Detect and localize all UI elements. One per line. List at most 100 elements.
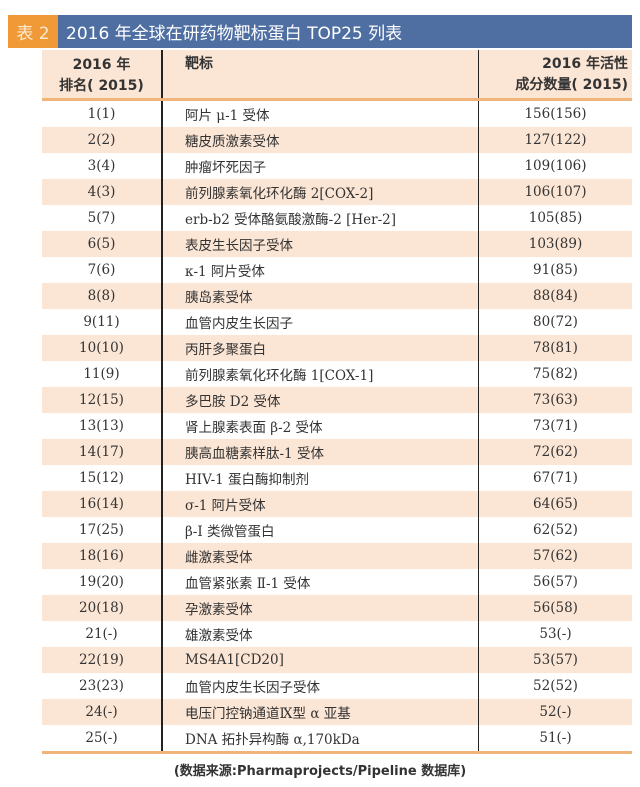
count-cell: 103(89) bbox=[528, 236, 583, 252]
table-row: 15(12) HIV-1 蛋白酶抑制剂 67(71) bbox=[42, 465, 632, 491]
table-row: 22(19) MS4A1[CD20] 53(57) bbox=[42, 647, 632, 673]
count-cell: 57(62) bbox=[533, 548, 578, 564]
count-cell: 53(-) bbox=[539, 626, 572, 642]
table-row: 17(25) β-I 类微管蛋白 62(52) bbox=[42, 517, 632, 543]
ranking-table: 2016 年排名( 2015) 靶标 2016 年活性 成分数量( 2015) 1… bbox=[42, 50, 632, 754]
rank-cell: 6(5) bbox=[42, 231, 163, 257]
rank-cell: 13(13) bbox=[42, 413, 163, 439]
count-cell: 73(71) bbox=[533, 418, 578, 434]
count-cell: 127(122) bbox=[524, 132, 587, 148]
table-row: 11(9) 前列腺素氧化环化酶 1[COX-1] 75(82) bbox=[42, 361, 632, 387]
count-cell: 52(-) bbox=[539, 704, 572, 720]
table-row: 4(3) 前列腺素氧化环化酶 2[COX-2] 106(107) bbox=[42, 179, 632, 205]
table-bottom-rule bbox=[42, 751, 632, 754]
table-row: 23(23) 血管内皮生长因子受体 52(52) bbox=[42, 673, 632, 699]
table-row: 3(4) 肿瘤坏死因子 109(106) bbox=[42, 153, 632, 179]
target-cell: 血管紧张素 Ⅱ-1 受体 bbox=[163, 569, 479, 595]
table-title: 2016 年全球在研药物靶标蛋白 TOP25 列表 bbox=[58, 15, 632, 48]
table-row: 13(13) 肾上腺素表面 β-2 受体 73(71) bbox=[42, 413, 632, 439]
header-count: 2016 年活性 成分数量( 2015) bbox=[479, 50, 632, 98]
target-cell: 肿瘤坏死因子 bbox=[163, 153, 479, 179]
target-cell: 孕激素受体 bbox=[163, 595, 479, 621]
count-cell: 52(52) bbox=[533, 678, 578, 694]
table-row: 5(7) erb-b2 受体酪氨酸激酶-2 [Her-2] 105(85) bbox=[42, 205, 632, 231]
target-cell: DNA 拓扑异构酶 α,170kDa bbox=[163, 725, 479, 751]
rank-cell: 15(12) bbox=[42, 465, 163, 491]
count-cell: 51(-) bbox=[539, 730, 572, 746]
rank-cell: 4(3) bbox=[42, 179, 163, 205]
table-row: 24(-) 电压门控钠通道Ⅸ型 α 亚基 52(-) bbox=[42, 699, 632, 725]
count-cell: 106(107) bbox=[524, 184, 587, 200]
table-number: 表 2 bbox=[8, 15, 58, 48]
rank-cell: 20(18) bbox=[42, 595, 163, 621]
count-cell: 91(85) bbox=[533, 262, 578, 278]
table-row: 14(17) 胰高血糖素样肽-1 受体 72(62) bbox=[42, 439, 632, 465]
rank-cell: 14(17) bbox=[42, 439, 163, 465]
header-rank-line1: 2016 年 bbox=[72, 57, 131, 73]
count-cell: 80(72) bbox=[533, 314, 578, 330]
table-row: 25(-) DNA 拓扑异构酶 α,170kDa 51(-) bbox=[42, 725, 632, 751]
target-cell: 胰高血糖素样肽-1 受体 bbox=[163, 439, 479, 465]
table-row: 18(16) 雌激素受体 57(62) bbox=[42, 543, 632, 569]
target-cell: 前列腺素氧化环化酶 2[COX-2] bbox=[163, 179, 479, 205]
count-cell: 62(52) bbox=[533, 522, 578, 538]
rank-cell: 8(8) bbox=[42, 283, 163, 309]
count-cell: 88(84) bbox=[533, 288, 578, 304]
target-cell: 肾上腺素表面 β-2 受体 bbox=[163, 413, 479, 439]
target-cell: β-I 类微管蛋白 bbox=[163, 517, 479, 543]
rank-cell: 3(4) bbox=[42, 153, 163, 179]
table-row: 10(10) 丙肝多聚蛋白 78(81) bbox=[42, 335, 632, 361]
target-cell: HIV-1 蛋白酶抑制剂 bbox=[163, 465, 479, 491]
target-cell: 阿片 μ-1 受体 bbox=[163, 101, 479, 127]
target-cell: 糖皮质激素受体 bbox=[163, 127, 479, 153]
rank-cell: 17(25) bbox=[42, 517, 163, 543]
rank-cell: 25(-) bbox=[42, 725, 163, 751]
header-count-line2: 成分数量( 2015) bbox=[515, 77, 628, 93]
count-cell: 73(63) bbox=[533, 392, 578, 408]
target-cell: 雄激素受体 bbox=[163, 621, 479, 647]
table-row: 19(20) 血管紧张素 Ⅱ-1 受体 56(57) bbox=[42, 569, 632, 595]
target-cell: κ-1 阿片受体 bbox=[163, 257, 479, 283]
table-row: 7(6) κ-1 阿片受体 91(85) bbox=[42, 257, 632, 283]
count-cell: 56(58) bbox=[533, 600, 578, 616]
target-cell: 前列腺素氧化环化酶 1[COX-1] bbox=[163, 361, 479, 387]
rank-cell: 5(7) bbox=[42, 205, 163, 231]
source-note: (数据来源:Pharmaprojects/Pipeline 数据库) bbox=[173, 764, 467, 779]
target-cell: 胰岛素受体 bbox=[163, 283, 479, 309]
count-cell: 105(85) bbox=[528, 210, 583, 226]
rank-cell: 24(-) bbox=[42, 699, 163, 725]
table-row: 2(2) 糖皮质激素受体 127(122) bbox=[42, 127, 632, 153]
rank-cell: 9(11) bbox=[42, 309, 163, 335]
table-row: 9(11) 血管内皮生长因子 80(72) bbox=[42, 309, 632, 335]
rank-cell: 22(19) bbox=[42, 647, 163, 673]
target-cell: 丙肝多聚蛋白 bbox=[163, 335, 479, 361]
target-cell: 多巴胺 D2 受体 bbox=[163, 387, 479, 413]
count-cell: 78(81) bbox=[533, 340, 578, 356]
header-target: 靶标 bbox=[163, 50, 479, 98]
rank-cell: 2(2) bbox=[42, 127, 163, 153]
table-row: 8(8) 胰岛素受体 88(84) bbox=[42, 283, 632, 309]
count-cell: 75(82) bbox=[533, 366, 578, 382]
table-body: 1(1) 阿片 μ-1 受体 156(156) 2(2) 糖皮质激素受体 127(122)… bbox=[42, 101, 632, 751]
target-cell: 电压门控钠通道Ⅸ型 α 亚基 bbox=[163, 699, 479, 725]
rank-cell: 12(15) bbox=[42, 387, 163, 413]
table-row: 20(18) 孕激素受体 56(58) bbox=[42, 595, 632, 621]
count-cell: 72(62) bbox=[533, 444, 578, 460]
rank-cell: 7(6) bbox=[42, 257, 163, 283]
target-cell: 血管内皮生长因子 bbox=[163, 309, 479, 335]
table-header: 2016 年排名( 2015) 靶标 2016 年活性 成分数量( 2015) bbox=[42, 50, 632, 101]
count-cell: 64(65) bbox=[533, 496, 578, 512]
target-cell: σ-1 阿片受体 bbox=[163, 491, 479, 517]
header-rank-line2: 排名( 2015) bbox=[59, 78, 144, 94]
table-caption: 表 2 2016 年全球在研药物靶标蛋白 TOP25 列表 bbox=[8, 15, 632, 48]
header-rank: 2016 年排名( 2015) bbox=[42, 50, 163, 98]
rank-cell: 11(9) bbox=[42, 361, 163, 387]
table-row: 16(14) σ-1 阿片受体 64(65) bbox=[42, 491, 632, 517]
rank-cell: 19(20) bbox=[42, 569, 163, 595]
count-cell: 53(57) bbox=[533, 652, 578, 668]
count-cell: 56(57) bbox=[533, 574, 578, 590]
table-row: 1(1) 阿片 μ-1 受体 156(156) bbox=[42, 101, 632, 127]
rank-cell: 21(-) bbox=[42, 621, 163, 647]
target-cell: 血管内皮生长因子受体 bbox=[163, 673, 479, 699]
table-row: 12(15) 多巴胺 D2 受体 73(63) bbox=[42, 387, 632, 413]
